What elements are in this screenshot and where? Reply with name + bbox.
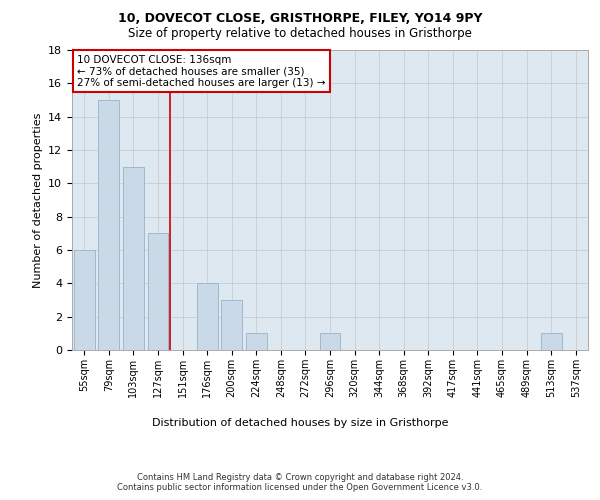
Bar: [541, 334, 562, 350]
Y-axis label: Number of detached properties: Number of detached properties: [32, 112, 43, 288]
Text: Size of property relative to detached houses in Gristhorpe: Size of property relative to detached ho…: [128, 28, 472, 40]
Bar: [320, 334, 340, 350]
Bar: [197, 284, 218, 350]
Bar: [98, 100, 119, 350]
Bar: [221, 300, 242, 350]
Bar: [246, 334, 267, 350]
Text: Distribution of detached houses by size in Gristhorpe: Distribution of detached houses by size …: [152, 418, 448, 428]
Text: 10, DOVECOT CLOSE, GRISTHORPE, FILEY, YO14 9PY: 10, DOVECOT CLOSE, GRISTHORPE, FILEY, YO…: [118, 12, 482, 26]
Text: Contains HM Land Registry data © Crown copyright and database right 2024.
Contai: Contains HM Land Registry data © Crown c…: [118, 473, 482, 492]
Bar: [123, 166, 144, 350]
Text: 10 DOVECOT CLOSE: 136sqm
← 73% of detached houses are smaller (35)
27% of semi-d: 10 DOVECOT CLOSE: 136sqm ← 73% of detach…: [77, 54, 326, 88]
Bar: [148, 234, 169, 350]
Bar: [74, 250, 95, 350]
